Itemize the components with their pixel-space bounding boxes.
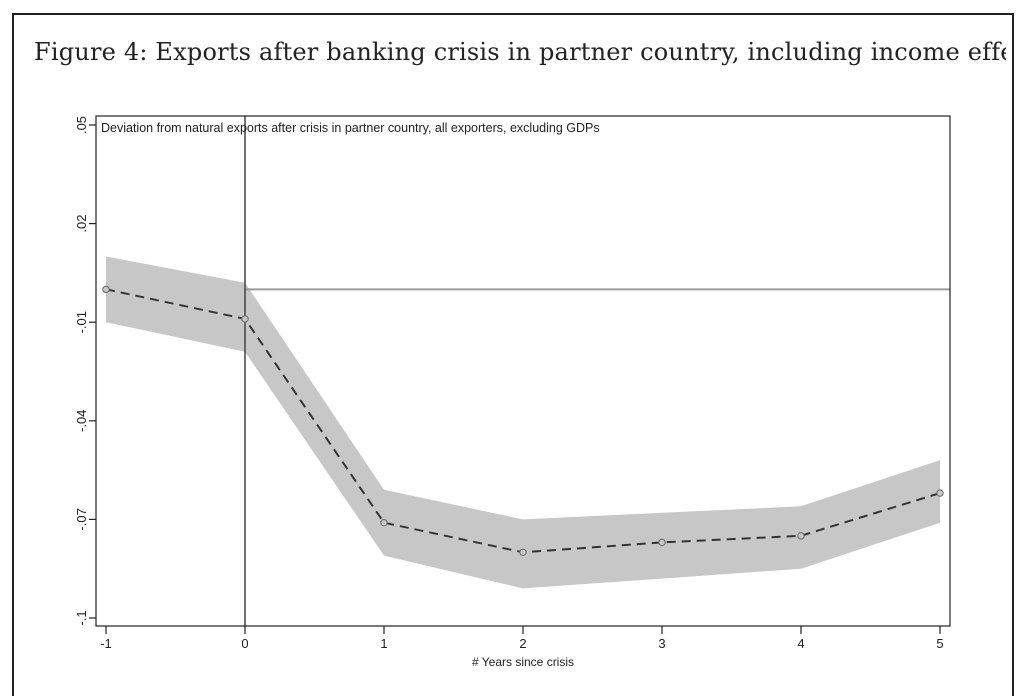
data-point xyxy=(241,315,249,323)
data-point xyxy=(797,532,805,540)
x-tick-label: 2 xyxy=(519,636,526,651)
x-tick-label: 0 xyxy=(241,636,248,651)
frame-top-border xyxy=(12,13,1014,15)
y-tick-label: -.04 xyxy=(74,410,89,432)
y-tick-label: -.1 xyxy=(74,610,89,625)
frame-right-border xyxy=(1012,13,1014,696)
y-tick-label: -.01 xyxy=(74,311,89,333)
x-tick-label: 4 xyxy=(797,636,804,651)
x-tick-label: 1 xyxy=(380,636,387,651)
data-point xyxy=(380,518,388,527)
x-tick-label: 5 xyxy=(936,636,943,651)
chart-annotation: Deviation from natural exports after cri… xyxy=(101,121,600,135)
y-tick-label: -.07 xyxy=(74,508,89,530)
figure-title: Figure 4: Exports after banking crisis i… xyxy=(34,38,1006,66)
data-point xyxy=(936,489,944,497)
confidence-band xyxy=(106,256,940,589)
y-tick-label: .05 xyxy=(74,116,89,134)
data-point xyxy=(658,538,666,547)
frame-left-border xyxy=(12,13,14,696)
data-point xyxy=(519,548,527,556)
x-tick-label: 3 xyxy=(658,636,665,651)
x-axis-label: # Years since crisis xyxy=(472,655,574,669)
data-point xyxy=(102,285,110,294)
x-tick-label: -1 xyxy=(100,636,112,651)
y-tick-label: .02 xyxy=(74,215,89,233)
